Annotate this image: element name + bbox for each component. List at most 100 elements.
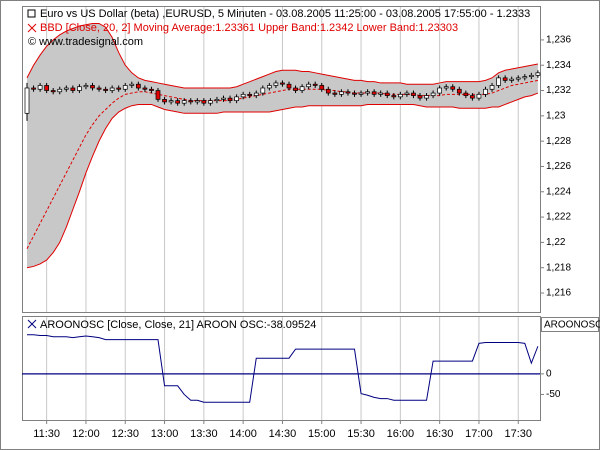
- candle-body: [411, 92, 416, 96]
- candle-body: [352, 92, 357, 95]
- candle-body: [70, 87, 76, 91]
- legend: Euro vs US Dollar (beta) ,EURUSD, 5 Minu…: [27, 8, 600, 331]
- candle-body: [227, 97, 233, 102]
- candle-body: [398, 93, 403, 98]
- candle-body: [122, 85, 128, 90]
- candle-body: [247, 93, 253, 96]
- candle-body: [319, 85, 325, 90]
- x-tick-label: 17:30: [504, 428, 532, 440]
- y-tick-label: -50: [546, 389, 561, 400]
- y-tick-label: 1,232: [546, 85, 571, 96]
- candle-body: [332, 92, 338, 95]
- candle-body: [142, 87, 148, 90]
- candle-body: [24, 87, 30, 114]
- candle-body: [253, 92, 259, 96]
- candle-body: [280, 82, 285, 85]
- x-tick-label: 12:00: [72, 428, 100, 440]
- candle-body: [293, 87, 298, 91]
- candle-body: [273, 82, 279, 86]
- x-tick-label: 15:30: [347, 428, 375, 440]
- candle-body: [155, 90, 161, 100]
- candle-body: [437, 87, 442, 94]
- x-tick-label: 12:30: [111, 428, 139, 440]
- candle-body: [476, 93, 482, 99]
- band-line: [26, 22, 538, 89]
- credit: © www.tradesignal.com: [28, 36, 143, 48]
- candle-body: [63, 87, 69, 90]
- candle-body: [299, 86, 305, 91]
- candle-body: [136, 83, 141, 89]
- candle-body: [489, 85, 495, 90]
- x-tick-label: 13:30: [190, 428, 218, 440]
- candle-body: [371, 91, 377, 95]
- candle-body: [260, 87, 266, 94]
- candle-body: [201, 100, 207, 104]
- candle-body: [339, 91, 344, 95]
- candle-body: [443, 86, 449, 89]
- candle-body: [168, 100, 174, 103]
- candle-body: [502, 77, 508, 81]
- candle-body: [483, 88, 488, 95]
- x-tick-label: 13:00: [151, 428, 179, 440]
- candle-body: [181, 100, 187, 104]
- candle-body: [96, 87, 102, 90]
- axis-label: AROONOSC: [544, 320, 600, 331]
- candle-body: [430, 92, 436, 96]
- candle-body: [535, 72, 541, 76]
- y-tick-label: 1,226: [546, 161, 571, 172]
- candle-body: [515, 77, 521, 80]
- candle-body: [424, 95, 429, 99]
- y-tick-label: 1,224: [546, 186, 571, 197]
- oscillator-title: AROONOSC [Close, Close, 21] AROON OSC:-3…: [40, 319, 316, 331]
- candle-body: [221, 97, 226, 100]
- candle-body: [509, 78, 515, 81]
- candle-body: [522, 76, 528, 79]
- candle-body: [194, 100, 200, 103]
- candle-body: [496, 77, 501, 86]
- candle-body: [116, 87, 122, 90]
- x-tick-label: 14:30: [269, 428, 297, 440]
- y-tick-label: 1,23: [546, 110, 566, 121]
- candle-body: [365, 91, 370, 94]
- x-tick-label: 11:30: [33, 428, 60, 440]
- candle-body: [450, 86, 456, 90]
- candle-body: [306, 83, 311, 88]
- marks: 1,216 1,218 1,22 1,222 1,224 1,226 1,228 1,23 1,…: [22, 7, 571, 440]
- x-tick-label: 16:30: [426, 428, 454, 440]
- oscillator-panel: [22, 316, 541, 421]
- candle-body: [312, 83, 318, 86]
- candle-body: [208, 100, 213, 104]
- y-tick-label: 1,234: [546, 60, 571, 71]
- y-tick-label: 1,216: [546, 288, 571, 299]
- candle-body: [175, 100, 180, 104]
- axis-label-box: [541, 317, 599, 332]
- candle-body: [417, 95, 423, 99]
- candle-body: [470, 95, 475, 99]
- candle-body: [44, 85, 50, 91]
- oscillator-line: [27, 334, 539, 403]
- x-tick-label: 16:00: [387, 428, 415, 440]
- band-line: [26, 92, 539, 269]
- candle-body: [50, 90, 56, 93]
- candle-body: [384, 92, 390, 96]
- y-tick-label: 1,22: [546, 237, 566, 248]
- candle-body: [404, 92, 410, 95]
- candle-body: [378, 92, 384, 95]
- candle-body: [77, 86, 82, 91]
- candle-body: [214, 99, 220, 102]
- candle-body: [129, 83, 135, 86]
- candle-body: [463, 92, 469, 96]
- candle-body: [391, 95, 397, 98]
- legend-icon: [27, 9, 36, 18]
- y-tick-label: 1,236: [546, 35, 571, 46]
- candle-body: [267, 85, 272, 89]
- legend-icon: [27, 23, 37, 33]
- candle-body: [103, 88, 108, 91]
- candle-body: [149, 88, 154, 91]
- candle-body: [31, 87, 36, 90]
- chart-subtitle: BBD [Close, 20, 2] Moving Average:1.2336…: [40, 22, 458, 34]
- moving-average: [26, 79, 538, 249]
- y-tick-label: 1,222: [546, 212, 571, 223]
- legend-icon: [27, 319, 37, 329]
